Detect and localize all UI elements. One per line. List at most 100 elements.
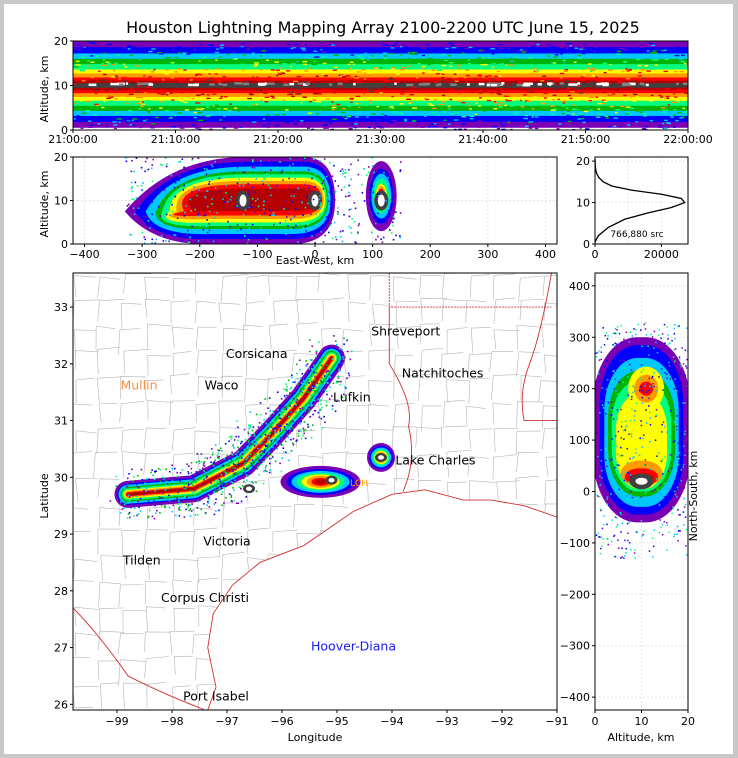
density-speck xyxy=(127,203,130,206)
density-speck xyxy=(680,365,683,368)
density-layer xyxy=(315,479,326,485)
density-speck xyxy=(285,216,288,218)
density-speck xyxy=(290,99,295,101)
density-speck xyxy=(215,125,220,128)
density-speck xyxy=(181,224,183,226)
density-speck xyxy=(605,57,609,60)
density-speck xyxy=(660,81,665,83)
county-line xyxy=(515,475,539,500)
density-speck xyxy=(189,489,191,492)
density-speck xyxy=(177,112,182,114)
density-speck xyxy=(682,511,685,513)
density-speck xyxy=(185,234,188,237)
density-speck xyxy=(288,394,291,396)
city-label: Victoria xyxy=(203,533,250,548)
density-speck xyxy=(342,358,345,360)
density-speck xyxy=(618,488,621,491)
density-speck xyxy=(672,356,675,358)
density-speck xyxy=(233,447,235,449)
density-speck xyxy=(681,464,683,467)
density-speck xyxy=(228,440,230,443)
density-speck xyxy=(177,46,181,48)
density-speck xyxy=(307,387,310,390)
density-speck xyxy=(117,43,122,45)
density-core xyxy=(118,83,124,87)
density-speck xyxy=(325,371,327,373)
density-speck xyxy=(181,54,184,57)
x-tick-label: 21:50:00 xyxy=(561,133,610,146)
density-speck xyxy=(247,432,250,435)
density-speck xyxy=(275,74,279,77)
density-speck xyxy=(183,101,188,104)
density-speck xyxy=(354,207,357,210)
density-speck xyxy=(339,230,342,233)
density-speck xyxy=(663,70,668,73)
density-speck xyxy=(154,490,157,492)
density-speck xyxy=(312,387,315,390)
density-speck xyxy=(603,100,608,102)
density-speck xyxy=(262,118,266,120)
density-speck xyxy=(150,471,152,474)
density-speck xyxy=(254,200,257,202)
density-speck xyxy=(339,170,342,172)
density-speck xyxy=(553,62,556,64)
density-speck xyxy=(596,49,600,52)
density-speck xyxy=(334,199,336,201)
density-speck xyxy=(282,99,286,101)
density-speck xyxy=(169,487,172,490)
density-speck xyxy=(611,413,613,416)
density-speck xyxy=(595,96,598,98)
density-speck xyxy=(174,467,176,470)
density-core xyxy=(537,83,542,86)
density-speck xyxy=(247,468,249,470)
density-speck xyxy=(622,94,627,97)
density-speck xyxy=(488,112,491,114)
density-speck xyxy=(218,177,221,180)
density-speck xyxy=(538,117,544,120)
density-speck xyxy=(216,212,218,214)
density-speck xyxy=(197,157,200,160)
density-speck xyxy=(616,524,619,526)
density-speck xyxy=(434,123,437,125)
density-speck xyxy=(361,69,366,71)
density-speck xyxy=(281,71,285,74)
density-speck xyxy=(206,168,208,171)
density-speck xyxy=(373,171,375,174)
density-speck xyxy=(143,489,145,492)
density-speck xyxy=(569,123,573,125)
density-speck xyxy=(383,55,388,57)
county-line xyxy=(519,298,544,321)
density-speck xyxy=(168,470,171,473)
density-speck xyxy=(342,356,344,358)
x-tick-label: 21:30:00 xyxy=(356,133,405,146)
county-line xyxy=(317,273,340,292)
density-speck xyxy=(164,73,169,75)
density-speck xyxy=(332,108,335,111)
density-speck xyxy=(683,524,685,526)
density-speck xyxy=(625,343,628,346)
county-line xyxy=(144,276,169,300)
density-speck xyxy=(309,339,311,341)
density-speck xyxy=(290,400,292,402)
density-speck xyxy=(253,445,256,447)
density-speck xyxy=(144,486,147,489)
county-line xyxy=(120,376,147,400)
county-line xyxy=(96,376,122,403)
density-speck xyxy=(90,42,96,44)
density-speck xyxy=(318,93,322,95)
density-speck xyxy=(659,123,662,125)
density-speck xyxy=(619,359,622,362)
density-speck xyxy=(323,375,326,377)
density-speck xyxy=(213,216,216,219)
density-speck xyxy=(209,128,213,130)
density-speck xyxy=(532,66,535,68)
density-speck xyxy=(684,454,686,457)
density-speck xyxy=(150,127,155,129)
density-speck xyxy=(509,48,514,50)
density-speck xyxy=(96,104,100,106)
density-speck xyxy=(656,455,658,457)
density-speck xyxy=(357,102,361,104)
density-speck xyxy=(163,191,165,193)
density-speck xyxy=(509,60,514,62)
density-core xyxy=(466,83,470,86)
